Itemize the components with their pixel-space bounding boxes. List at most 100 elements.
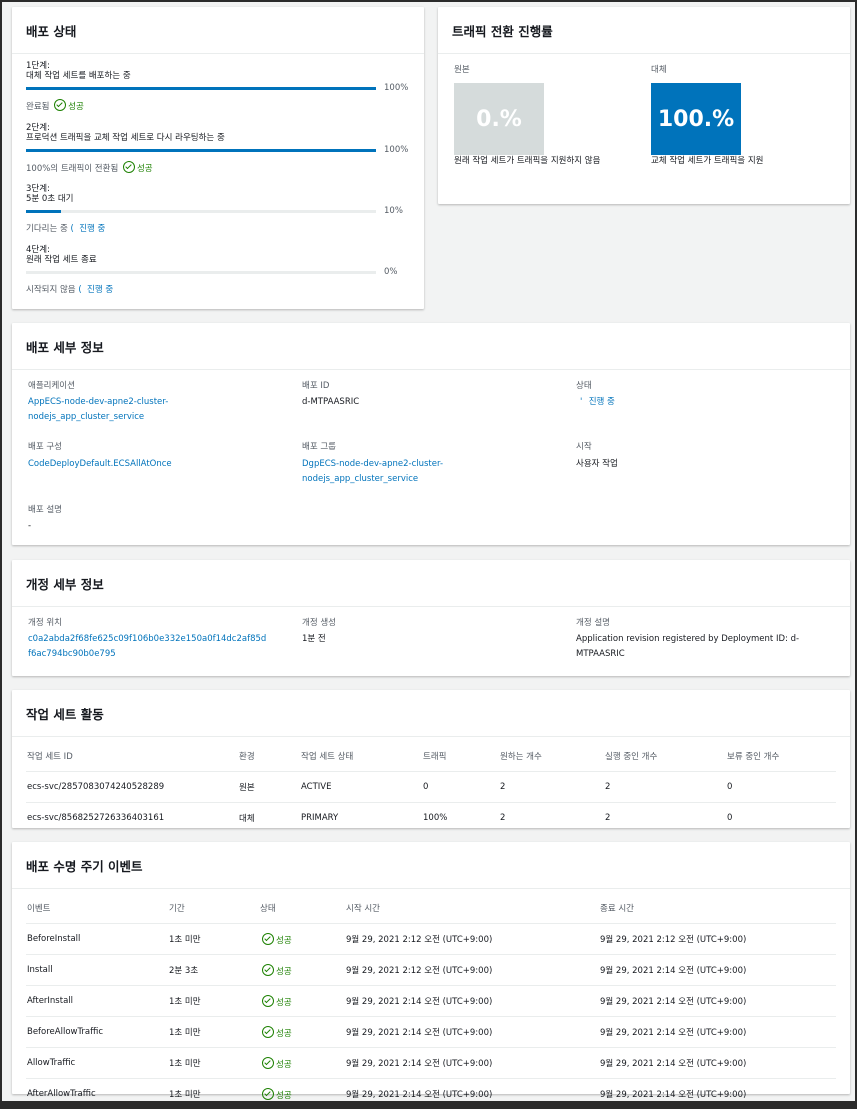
- table-cell: 0: [422, 772, 499, 803]
- check-circle-icon: [262, 995, 274, 1007]
- table-cell: 2: [499, 803, 604, 834]
- stage-percent: 10%: [384, 206, 403, 216]
- check-circle-icon: [123, 161, 135, 173]
- table-cell: 2: [604, 772, 726, 803]
- table-cell: 9월 29, 2021 2:14 오전 (UTC+9:00): [599, 955, 836, 986]
- revision-panel: 개정 세부 정보 개정 위치 c0a2abda2f68fe625c09f106b…: [12, 560, 850, 676]
- description-label: 배포 설명: [28, 503, 62, 515]
- start-label: 시작: [576, 440, 592, 452]
- table-cell: AfterInstall: [26, 986, 168, 1017]
- revision-desc-value: Application revision registered by Deplo…: [576, 632, 799, 662]
- event-status: 성공: [276, 936, 292, 946]
- check-circle-icon: [262, 1057, 274, 1069]
- stage-desc: 대체 작업 세트를 배포하는 중: [26, 69, 131, 81]
- table-cell: 성공: [259, 1017, 345, 1048]
- stage-status-text: 성공: [68, 102, 84, 112]
- event-status: 성공: [276, 967, 292, 977]
- check-circle-icon: [54, 99, 66, 111]
- application-line2: nodejs_app_cluster_service: [28, 410, 168, 425]
- stage-status-text: 진행 중: [87, 285, 113, 295]
- traffic-panel: 트래픽 전환 진행률 원본 0.% 원래 작업 세트가 트래픽을 지원하지 않음…: [438, 7, 850, 204]
- group-line1: DgpECS-node-dev-apne2-cluster-: [302, 457, 443, 472]
- application-line1: AppECS-node-dev-apne2-cluster-: [28, 395, 168, 410]
- lifecycle-col-header: 종료 시간: [599, 893, 836, 924]
- taskset-col-header: 환경: [238, 741, 300, 772]
- table-cell: 9월 29, 2021 2:14 오전 (UTC+9:00): [345, 1079, 599, 1109]
- status-value: ' 진행 중: [580, 395, 615, 410]
- table-cell: 9월 29, 2021 2:14 오전 (UTC+9:00): [599, 986, 836, 1017]
- spinner-icon: (: [78, 285, 84, 295]
- table-cell: 9월 29, 2021 2:12 오전 (UTC+9:00): [599, 924, 836, 955]
- check-circle-icon: [262, 933, 274, 945]
- table-cell: ecs-svc/2857083074240528289: [26, 772, 238, 803]
- taskset-col-header: 실행 중인 개수: [604, 741, 726, 772]
- deploy-id-label: 배포 ID: [302, 379, 329, 391]
- check-circle-icon: [262, 1026, 274, 1038]
- deploy-id-value: d-MTPAASRIC: [302, 395, 359, 410]
- table-cell: 0: [726, 772, 836, 803]
- table-cell: ecs-svc/8568252726336403161: [26, 803, 238, 834]
- table-cell: 9월 29, 2021 2:14 오전 (UTC+9:00): [345, 986, 599, 1017]
- table-cell: 9월 29, 2021 2:14 오전 (UTC+9:00): [599, 1017, 836, 1048]
- revision-location-label: 개정 위치: [28, 616, 62, 628]
- check-circle-icon: [262, 964, 274, 976]
- group-line2: nodejs_app_cluster_service: [302, 472, 443, 487]
- table-cell: Install: [26, 955, 168, 986]
- check-circle-icon: [262, 1088, 274, 1100]
- spinner-icon: ': [580, 395, 586, 410]
- replacement-desc: 교체 작업 세트가 트래픽을 지원: [651, 155, 841, 168]
- stage-progress-bar: [26, 87, 376, 90]
- stage-status: 100%의 트래픽이 전환됨 성공: [26, 161, 153, 174]
- revision-location-line1: c0a2abda2f68fe625c09f106b0e332e150a0f14d…: [28, 632, 266, 647]
- spinner-icon: (: [71, 224, 77, 234]
- lifecycle-col-header: 이벤트: [26, 893, 168, 924]
- application-link[interactable]: AppECS-node-dev-apne2-cluster- nodejs_ap…: [28, 395, 168, 425]
- table-cell: 성공: [259, 986, 345, 1017]
- table-cell: 1초 미만: [168, 1079, 259, 1109]
- traffic-title: 트래픽 전환 진행률: [438, 7, 850, 54]
- event-status: 성공: [276, 1060, 292, 1070]
- group-link[interactable]: DgpECS-node-dev-apne2-cluster- nodejs_ap…: [302, 457, 443, 487]
- table-cell: 2분 3초: [168, 955, 259, 986]
- table-cell: 2: [604, 803, 726, 834]
- stage-status-prefix: 100%의 트래픽이 전환됨: [26, 164, 118, 174]
- stage-percent: 100%: [384, 83, 408, 93]
- original-desc: 원래 작업 세트가 트래픽을 지원하지 않음: [454, 155, 634, 168]
- revision-desc-label: 개정 설명: [576, 616, 610, 628]
- stage-status-text: 성공: [137, 164, 153, 174]
- taskset-title: 작업 세트 활동: [12, 690, 850, 737]
- table-cell: 9월 29, 2021 2:12 오전 (UTC+9:00): [345, 924, 599, 955]
- deploy-status-title: 배포 상태: [12, 7, 424, 54]
- revision-location-link[interactable]: c0a2abda2f68fe625c09f106b0e332e150a0f14d…: [28, 632, 266, 662]
- table-cell: 9월 29, 2021 2:14 오전 (UTC+9:00): [345, 1048, 599, 1079]
- lifecycle-col-header: 기간: [168, 893, 259, 924]
- lifecycle-col-header: 시작 시간: [345, 893, 599, 924]
- table-cell: 성공: [259, 924, 345, 955]
- table-cell: 대체: [238, 803, 300, 834]
- original-percent-box: 0.%: [454, 83, 544, 155]
- table-cell: 9월 29, 2021 2:12 오전 (UTC+9:00): [345, 955, 599, 986]
- table-cell: 9월 29, 2021 2:14 오전 (UTC+9:00): [599, 1079, 836, 1109]
- stage-status-text: 진행 중: [79, 224, 105, 234]
- config-link[interactable]: CodeDeployDefault.ECSAllAtOnce: [28, 457, 172, 472]
- table-cell: 원본: [238, 772, 300, 803]
- revision-desc-line2: MTPAASRIC: [576, 647, 799, 662]
- table-cell: 1초 미만: [168, 1048, 259, 1079]
- stage-status: 시작되지 않음 ( 진행 중: [26, 283, 113, 295]
- stage-progress-fill: [26, 87, 376, 90]
- deploy-details-title: 배포 세부 정보: [12, 323, 850, 370]
- application-label: 애플리케이션: [28, 379, 75, 391]
- stage-progress-bar: [26, 149, 376, 152]
- table-cell: 성공: [259, 955, 345, 986]
